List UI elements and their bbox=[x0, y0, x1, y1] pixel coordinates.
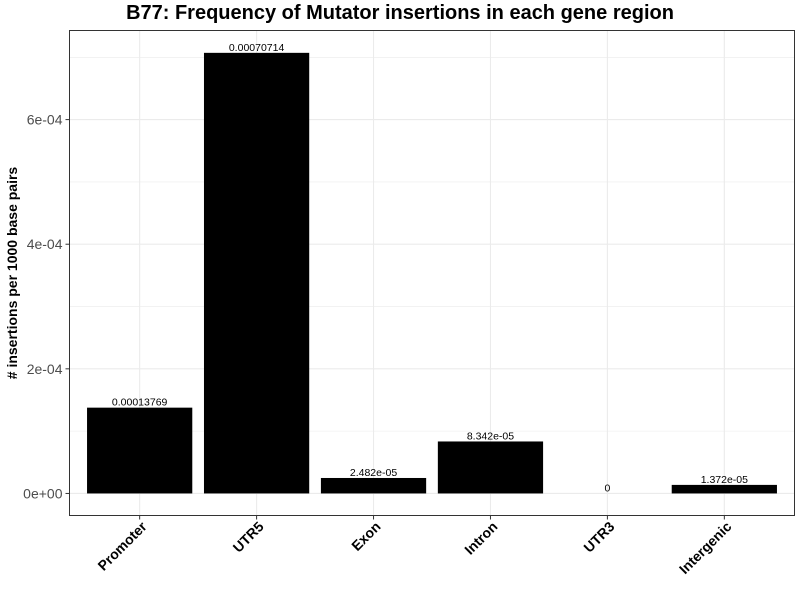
bars bbox=[87, 52, 777, 494]
y-tick-label: 6e-04 bbox=[27, 112, 63, 128]
x-tick-label: Intergenic bbox=[676, 518, 735, 577]
y-tick-label: 4e-04 bbox=[27, 236, 63, 252]
x-tick-label: Promoter bbox=[94, 518, 150, 574]
data-label: 0.00070714 bbox=[229, 42, 285, 54]
panel-border bbox=[69, 30, 795, 516]
data-label: 8.342e-05 bbox=[467, 430, 514, 442]
x-tick-label: Exon bbox=[348, 518, 384, 554]
x-tick-label: UTR3 bbox=[580, 518, 617, 555]
x-tick-label: Intron bbox=[461, 518, 500, 557]
bar-intron bbox=[437, 441, 544, 494]
data-labels: 0.00013769 0.00070714 2.482e-05 8.342e-05 0 1… bbox=[112, 42, 748, 495]
bar-promoter bbox=[87, 407, 193, 494]
y-tick-label: 0e+00 bbox=[23, 485, 63, 501]
bar-intergenic bbox=[671, 484, 777, 494]
data-label: 2.482e-05 bbox=[350, 467, 397, 479]
chart-title: B77: Frequency of Mutator insertions in … bbox=[126, 2, 674, 24]
y-axis: 0e+00 2e-04 4e-04 6e-04 bbox=[23, 112, 70, 501]
y-axis-label: # insertions per 1000 base pairs bbox=[4, 167, 20, 380]
bar-exon bbox=[320, 477, 427, 494]
data-label: 0.00013769 bbox=[112, 397, 168, 409]
x-axis: Promoter UTR5 Exon Intron UTR3 Intergenic bbox=[94, 515, 735, 577]
data-label: 0 bbox=[604, 482, 610, 494]
data-label: 1.372e-05 bbox=[701, 474, 748, 486]
x-tick-label: UTR5 bbox=[230, 518, 267, 555]
bar-utr5 bbox=[203, 52, 310, 494]
y-tick-label: 2e-04 bbox=[27, 361, 63, 377]
